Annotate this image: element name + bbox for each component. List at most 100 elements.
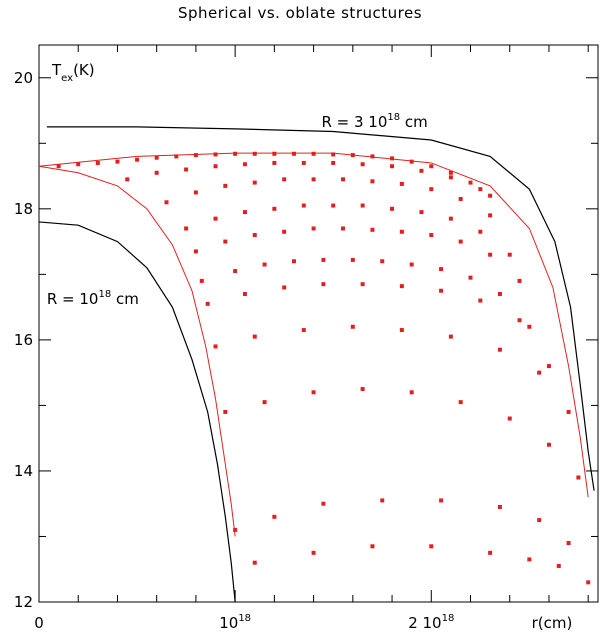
data-point: [439, 267, 444, 272]
data-point: [291, 151, 296, 156]
radius-annotation-suffix: cm: [111, 290, 139, 308]
data-point: [76, 162, 81, 167]
data-point: [272, 160, 277, 165]
data-point: [272, 206, 277, 211]
y-axis-label-base: T: [51, 61, 62, 79]
data-point: [174, 154, 179, 159]
data-point: [282, 285, 287, 290]
data-point: [311, 226, 316, 231]
data-point: [399, 284, 404, 289]
data-point: [311, 550, 316, 555]
y-tick-label: 20: [14, 69, 33, 87]
data-point: [223, 409, 228, 414]
data-point: [429, 187, 434, 192]
y-tick-label: 18: [14, 200, 33, 218]
data-point: [488, 193, 493, 198]
data-point: [242, 162, 247, 167]
data-point: [341, 177, 346, 182]
data-point: [301, 160, 306, 165]
chart-title: Spherical vs. oblate structures: [178, 4, 422, 22]
data-point: [213, 152, 218, 157]
y-axis-label-sub: ex: [61, 73, 73, 84]
radius-annotation-exp: 18: [387, 112, 400, 123]
radius-annotation-prefix: R = 10: [47, 290, 99, 308]
data-point: [497, 504, 502, 509]
data-point: [370, 544, 375, 549]
data-point: [252, 560, 257, 565]
data-point: [360, 282, 365, 287]
data-point: [350, 257, 355, 262]
data-point: [409, 390, 414, 395]
data-point: [350, 324, 355, 329]
y-tick-label: 12: [14, 593, 33, 611]
data-point: [399, 328, 404, 333]
data-point: [556, 563, 561, 568]
data-point: [252, 151, 257, 156]
data-point: [370, 179, 375, 184]
data-point: [517, 278, 522, 283]
data-point: [429, 233, 434, 238]
data-point: [439, 288, 444, 293]
data-point: [497, 347, 502, 352]
data-point: [311, 177, 316, 182]
data-point: [56, 164, 61, 169]
data-point: [390, 206, 395, 211]
data-point: [252, 180, 257, 185]
data-point: [370, 227, 375, 232]
data-point: [399, 181, 404, 186]
data-point: [517, 318, 522, 323]
data-point: [321, 257, 326, 262]
data-point: [419, 168, 424, 173]
data-point: [527, 557, 532, 562]
data-point: [311, 390, 316, 395]
data-point: [566, 541, 571, 546]
data-point: [301, 328, 306, 333]
x-tick-label-exp: 18: [238, 613, 251, 624]
data-point: [252, 233, 257, 238]
data-point: [497, 292, 502, 297]
data-point: [576, 475, 581, 480]
data-point: [537, 518, 542, 523]
y-tick-label: 14: [14, 462, 33, 480]
data-point: [331, 160, 336, 165]
data-point: [341, 226, 346, 231]
radius-annotation: R = 1018 cm: [47, 289, 139, 308]
data-point: [380, 498, 385, 503]
data-point: [282, 177, 287, 182]
data-point: [242, 292, 247, 297]
data-point: [321, 282, 326, 287]
radius-annotation: R = 3 1018 cm: [321, 112, 427, 131]
data-point: [429, 544, 434, 549]
x-tick-label-exp: 18: [442, 613, 455, 624]
data-point: [586, 580, 591, 585]
y-axis-label-rest: (K): [73, 61, 95, 79]
data-point: [223, 183, 228, 188]
data-point: [301, 203, 306, 208]
data-point: [262, 262, 267, 267]
data-point: [488, 252, 493, 257]
data-point: [115, 159, 120, 164]
data-point: [390, 156, 395, 161]
data-point: [566, 409, 571, 414]
data-point: [448, 334, 453, 339]
data-point: [205, 301, 210, 306]
data-point: [233, 527, 238, 532]
series-line: [38, 221, 236, 603]
data-point: [448, 175, 453, 180]
data-point: [321, 501, 326, 506]
data-point: [546, 364, 551, 369]
data-point: [233, 151, 238, 156]
data-point: [331, 152, 336, 157]
series-line: [38, 165, 236, 537]
plot-frame: [38, 44, 599, 603]
data-point: [272, 514, 277, 519]
x-tick-label: 1018: [219, 613, 251, 632]
data-point: [213, 344, 218, 349]
data-point: [213, 164, 218, 169]
data-point: [488, 550, 493, 555]
data-point: [370, 154, 375, 159]
data-point: [527, 324, 532, 329]
radius-annotation-suffix: cm: [400, 113, 428, 131]
